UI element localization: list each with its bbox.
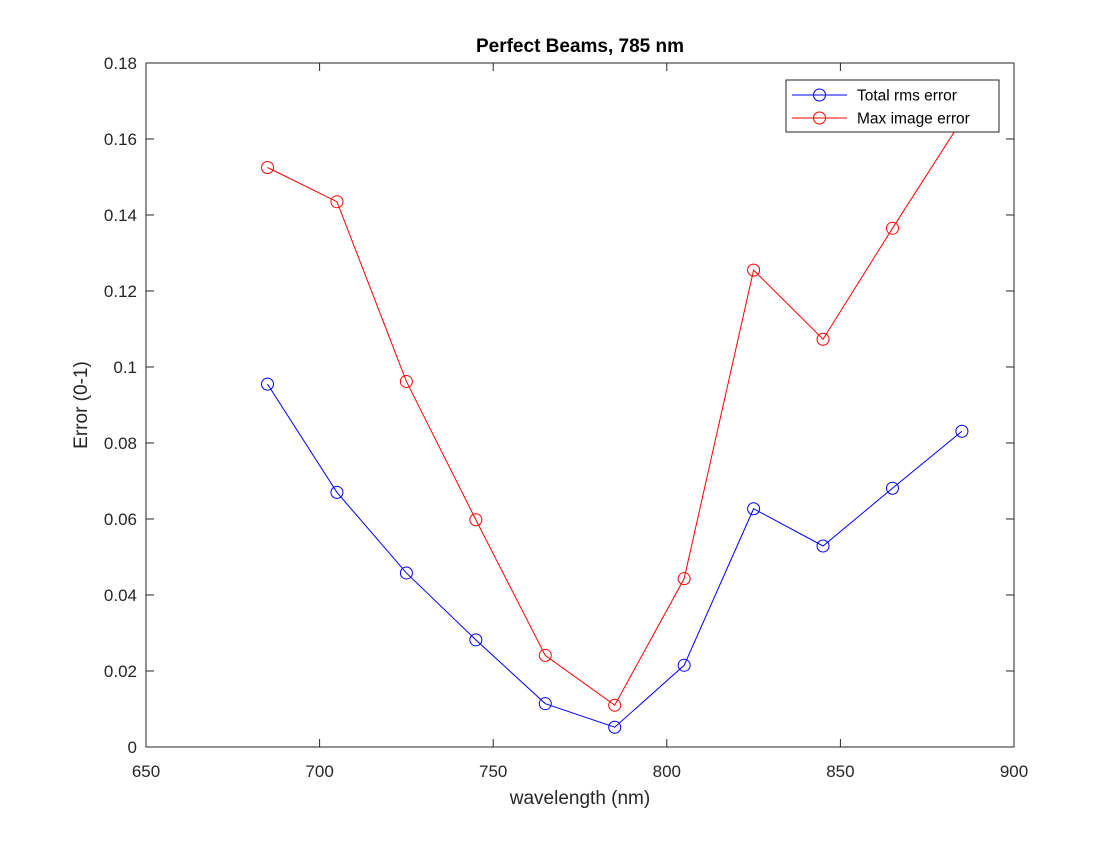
series-2 — [261, 113, 969, 712]
y-tick-label: 0.02 — [104, 662, 137, 681]
legend-marker-total-rms — [813, 88, 826, 102]
data-point — [816, 332, 830, 346]
axes-layer: 650 700 750 800 850 900 0 0.02 0.04 0.06 0.08 0.1 0.… — [104, 54, 1028, 781]
data-point — [330, 485, 344, 499]
data-point — [885, 481, 899, 495]
y-tick-label: 0.16 — [104, 130, 137, 149]
x-tick-label: 700 — [305, 762, 333, 781]
y-tick-label: 0.18 — [104, 54, 137, 73]
y-tick-label: 0.1 — [113, 358, 137, 377]
data-point — [261, 161, 275, 174]
plot-area — [146, 63, 1014, 747]
data-point — [399, 374, 413, 388]
x-tick-label: 900 — [1000, 762, 1028, 781]
y-tick-label: 0.04 — [104, 586, 137, 605]
y-tick-label: 0.06 — [104, 510, 137, 529]
data-point — [538, 697, 552, 711]
data-point — [747, 502, 761, 516]
data-point — [538, 648, 552, 662]
y-tick-label: 0.14 — [104, 206, 137, 225]
series-layer — [261, 113, 969, 734]
legend-marker-max-image — [813, 111, 826, 125]
data-point — [608, 698, 622, 712]
y-tick-label: 0.12 — [104, 282, 137, 301]
data-point — [677, 658, 691, 672]
x-tick-label: 800 — [653, 762, 681, 781]
y-axis-label: Error (0-1) — [71, 361, 92, 449]
legend-label-total-rms: Total rms error — [857, 88, 957, 105]
x-tick-label: 650 — [132, 762, 160, 781]
x-tick-label: 750 — [479, 762, 507, 781]
data-point — [330, 195, 344, 209]
x-axis-label: wavelength (nm) — [509, 788, 650, 809]
y-tick-label: 0.08 — [104, 434, 137, 453]
legend: Total rms error Max image error — [785, 79, 1000, 133]
series-line — [267, 383, 963, 728]
series-1 — [261, 377, 969, 734]
series-line — [267, 119, 963, 706]
chart-title: Perfect Beams, 785 nm — [476, 36, 684, 57]
data-point — [747, 263, 761, 277]
data-point — [399, 566, 413, 580]
data-point — [816, 539, 830, 553]
data-point — [955, 424, 969, 438]
data-point — [469, 633, 483, 647]
data-point — [261, 377, 275, 391]
legend-label-max-image: Max image error — [857, 111, 970, 128]
data-point — [885, 221, 899, 235]
x-tick-label: 850 — [826, 762, 854, 781]
axes-box — [145, 62, 1015, 748]
data-point — [608, 720, 622, 734]
data-point — [469, 513, 483, 527]
y-tick-label: 0 — [128, 738, 137, 757]
data-point — [677, 572, 691, 586]
